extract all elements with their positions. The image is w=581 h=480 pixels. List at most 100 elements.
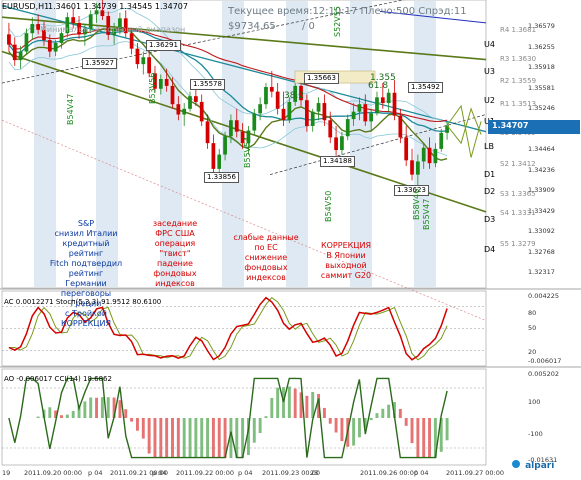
time-tick: 2011.09.27 00:00 xyxy=(446,469,505,477)
time-tick: 2011.09.23 00:00 xyxy=(262,469,321,477)
ac-panel-label: AC 0.0012271 Stoch(5,3,3) 91.9512 80.610… xyxy=(4,298,162,306)
cci-line xyxy=(8,377,448,459)
candle-body xyxy=(363,104,368,122)
price-tick: 1.33092 xyxy=(528,227,555,235)
pivot-label: S2 1.3412 xyxy=(500,160,536,168)
time-tick: р 04 xyxy=(152,469,167,477)
candle-body xyxy=(392,92,397,116)
annotation-line: заседание xyxy=(152,219,198,228)
session-band xyxy=(222,1,244,287)
price-tick: 1.34464 xyxy=(528,145,555,153)
candle-body xyxy=(188,96,192,109)
candle-body xyxy=(141,57,146,65)
vertical-text: S52V55 xyxy=(333,6,342,37)
price-tick: 1.33909 xyxy=(528,186,555,194)
annotation-line: кредитный рейтинг xyxy=(62,239,110,258)
annotation-3: слабые данные по ЕС снижение фондовых индекс… xyxy=(230,233,302,283)
candle-body xyxy=(357,104,362,112)
candle-body xyxy=(42,29,46,41)
candle-body xyxy=(351,111,356,120)
candle-body xyxy=(439,132,444,149)
candle-body xyxy=(433,148,438,164)
annotation-4: КОРРЕКЦИЯ В Японии выходной саммит G20 xyxy=(316,241,376,281)
candle-body xyxy=(316,103,321,112)
candle-body xyxy=(322,103,327,121)
candle-body xyxy=(223,136,227,155)
candle-body xyxy=(118,18,122,29)
candle-body xyxy=(164,79,169,86)
vertical-text: B54V47 xyxy=(66,93,75,125)
annotation-line: S&P xyxy=(77,219,95,228)
candle-body xyxy=(176,104,181,115)
brand-logo: alpari xyxy=(512,453,554,472)
pivot-label: R1 1.3513 xyxy=(500,100,537,108)
blue-line xyxy=(379,10,487,24)
price-tick: 1.33429 xyxy=(528,206,555,215)
annotation-line: "твист" xyxy=(159,249,191,258)
price-tick: 1.35581 xyxy=(528,83,555,92)
price-tick: 1.36579 xyxy=(528,22,555,30)
candle-body xyxy=(7,34,11,45)
ac-axis-tick: 50 xyxy=(528,324,537,332)
price-box: 1.35927 xyxy=(82,58,117,69)
candle-body xyxy=(258,104,263,114)
candle-body xyxy=(77,22,81,35)
pivot-label: R2 1.3559 xyxy=(500,77,537,85)
vertical-text: B55V54 xyxy=(243,136,252,168)
price-tag: 1.355 xyxy=(370,73,396,83)
annotation-line: с Тройкой xyxy=(65,309,107,318)
candle-body xyxy=(135,48,140,65)
annotation-3-text: слабые данные по ЕС снижение фондовых индекс… xyxy=(230,233,302,283)
candle-body xyxy=(328,120,333,138)
current-price-marker: 1.34707 xyxy=(488,120,580,134)
candle-body xyxy=(217,154,222,169)
level-label: D3 xyxy=(484,215,496,224)
level-label: D2 xyxy=(484,187,496,196)
brand-icon xyxy=(512,459,520,468)
projection-down xyxy=(446,107,482,145)
time-tick: р 04 xyxy=(238,469,253,477)
support-trend-line xyxy=(269,114,487,175)
candle-body xyxy=(12,44,17,61)
annotation-2-text: заседание ФРС США операция "твист" падение фо… xyxy=(140,219,210,289)
price-tick: 1.32317 xyxy=(528,268,555,276)
ao-axis-tick: -0.01631 xyxy=(528,456,558,464)
ac-axis-tick: 20 xyxy=(528,348,537,356)
price-tick: 1.32768 xyxy=(528,247,555,256)
candle-body xyxy=(234,120,239,132)
time-tick: 19 xyxy=(2,469,11,477)
candle-body xyxy=(415,161,420,175)
candle-body xyxy=(205,121,210,144)
candle-body xyxy=(240,131,245,144)
candle-body xyxy=(421,147,426,162)
price-box: 1.35663 xyxy=(304,73,339,84)
candle-body xyxy=(427,147,432,164)
annotation-1: S&P снизил Италии кредитный рейтинг Fitch п… xyxy=(48,219,124,329)
moving-average-red xyxy=(8,27,448,123)
candle-body xyxy=(82,28,87,35)
candle-body xyxy=(193,96,198,102)
pivot-label: S5 1.3279 xyxy=(500,240,536,248)
level-label: U3 xyxy=(484,67,495,76)
candle-body xyxy=(129,33,134,49)
candle-body xyxy=(170,85,175,105)
ac-axis-tick: 0.004225 xyxy=(528,292,560,300)
price-box: 1.35492 xyxy=(408,82,443,93)
vertical-text: B54V50 xyxy=(324,190,333,222)
moving-average-teal xyxy=(8,30,448,133)
ao-panel-frame xyxy=(1,368,487,466)
annotation-4-text: КОРРЕКЦИЯ В Японии выходной саммит G20 xyxy=(316,241,376,281)
annotation-2: заседание ФРС США операция "твист" падение фо… xyxy=(140,219,210,289)
candle-body xyxy=(246,130,251,144)
candle-body xyxy=(340,136,344,151)
level-label: U2 xyxy=(484,96,495,105)
price-box: 1.34188 xyxy=(320,156,355,167)
news-annotations: S&P снизил Италии кредитный рейтинг Fitch п… xyxy=(10,219,480,328)
candle-body xyxy=(375,97,379,114)
candle-body xyxy=(281,108,286,121)
candle-body xyxy=(445,125,449,133)
candle-body xyxy=(310,111,315,126)
candle-body xyxy=(264,87,268,105)
clock-overlay: Текущее время:12:10:17 Плечо:500 Спрэд:1… xyxy=(228,6,467,17)
